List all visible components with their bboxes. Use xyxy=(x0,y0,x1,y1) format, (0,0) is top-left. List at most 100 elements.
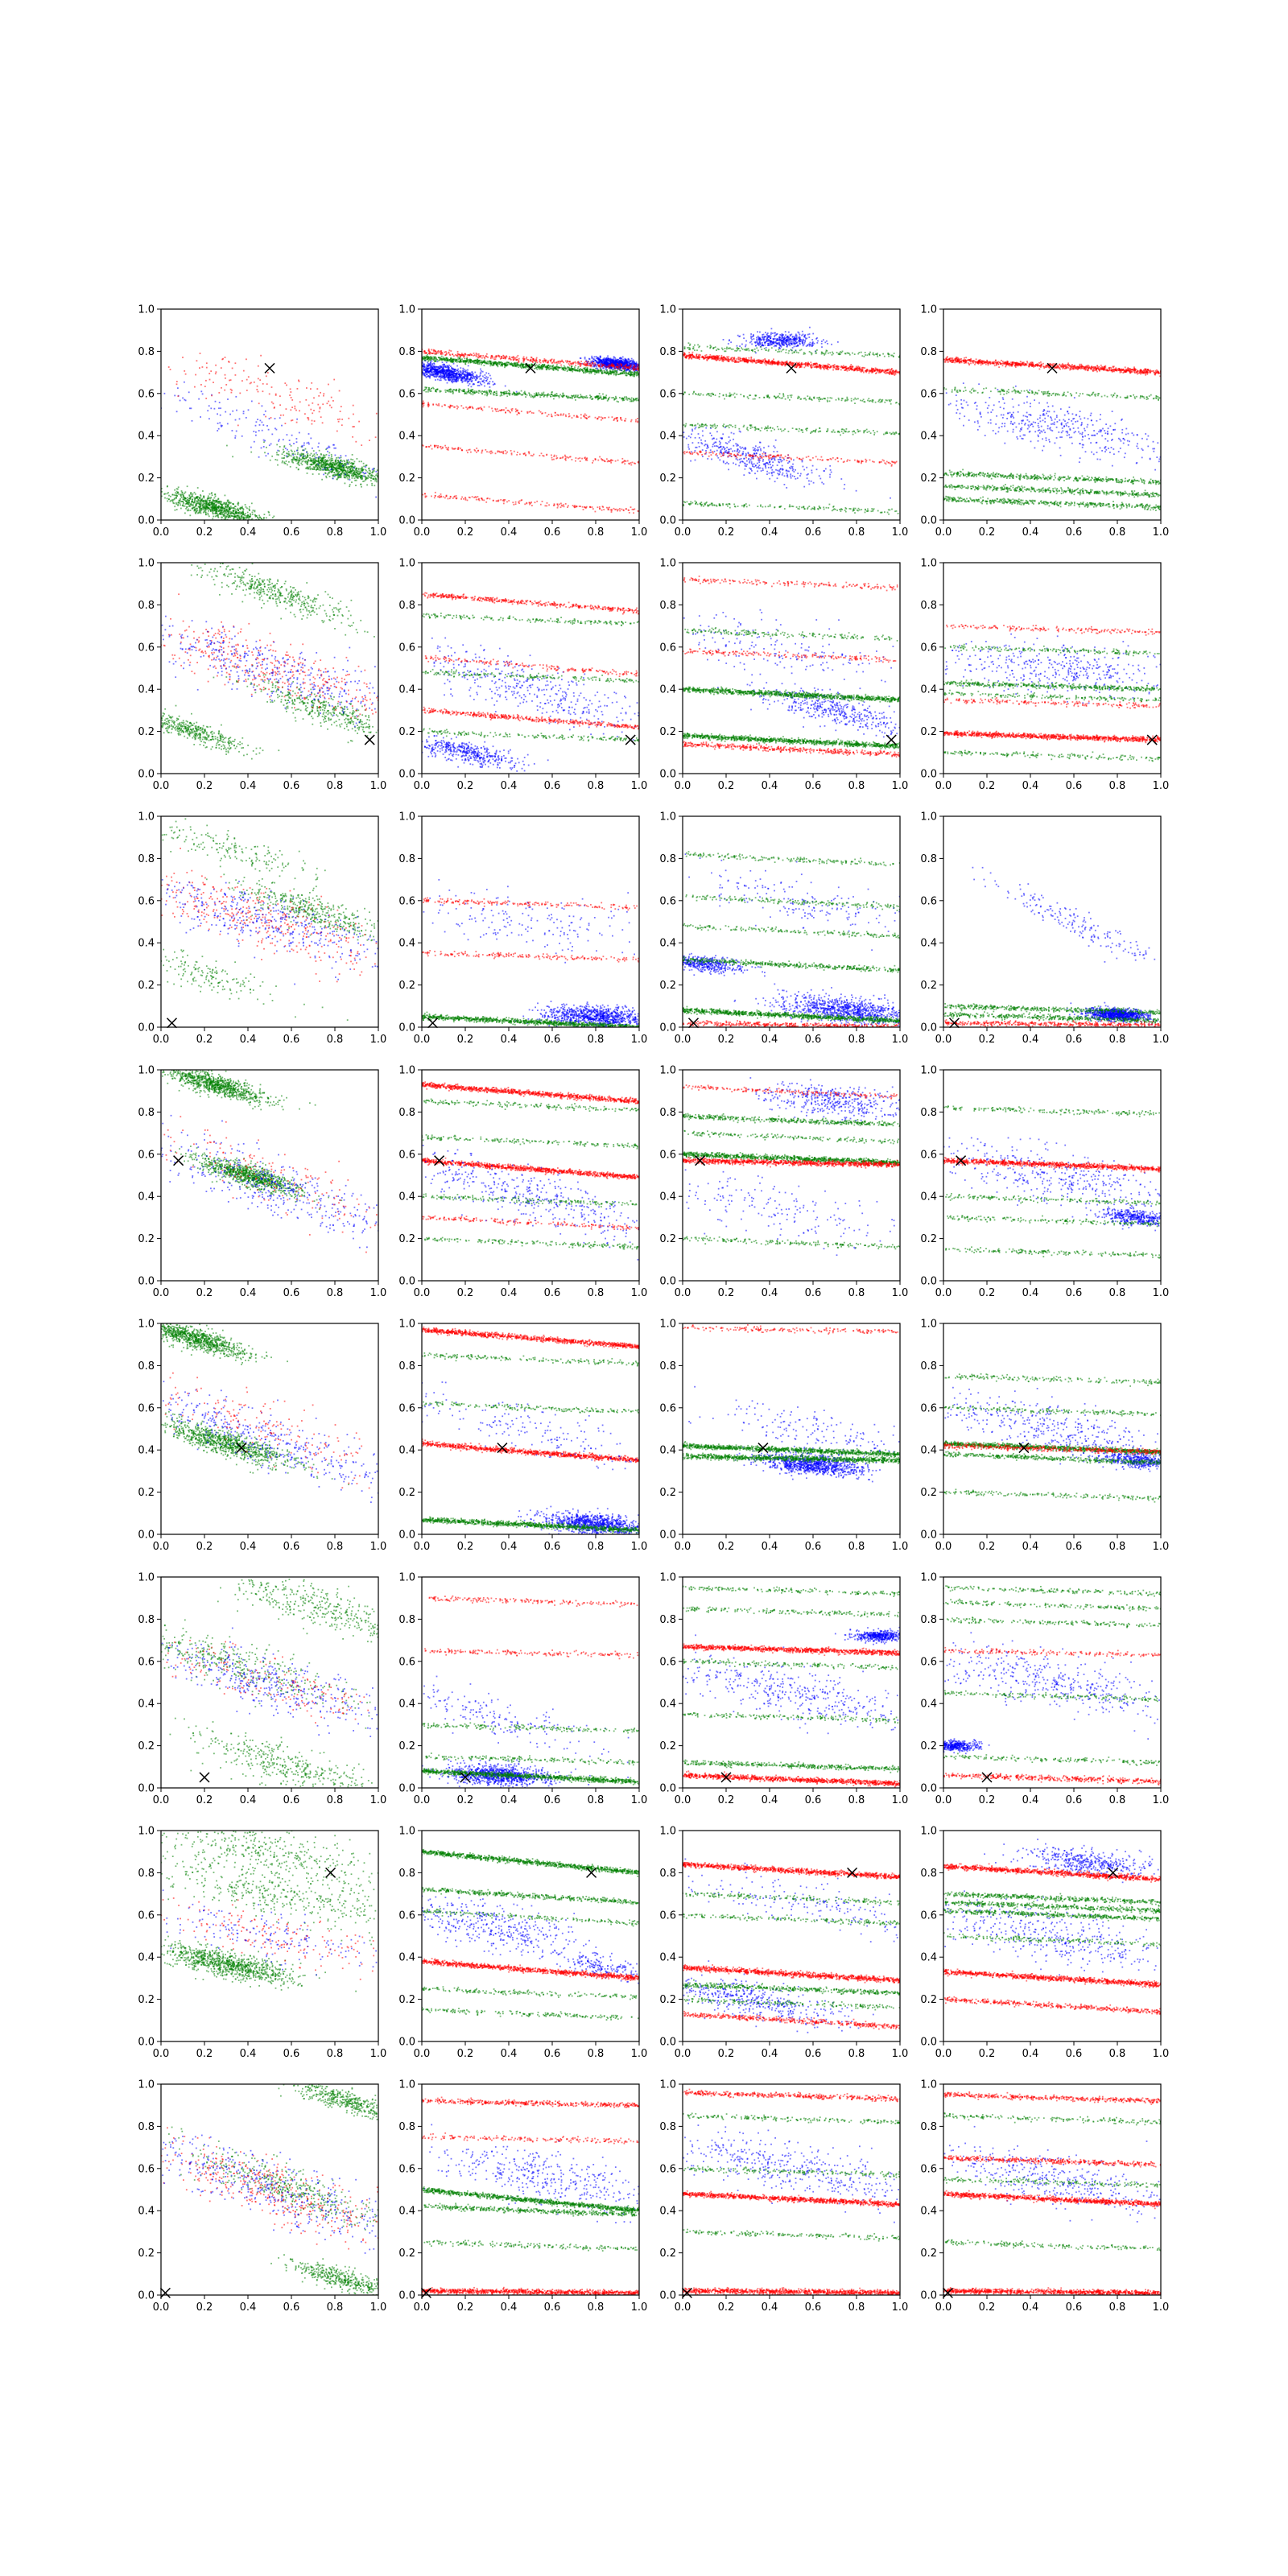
data-point xyxy=(330,466,332,468)
data-point xyxy=(200,503,202,505)
data-point xyxy=(551,368,552,369)
data-point xyxy=(335,455,336,456)
data-point xyxy=(289,440,291,441)
data-point xyxy=(627,361,629,363)
data-point xyxy=(595,368,597,369)
data-point xyxy=(609,369,611,371)
data-point xyxy=(188,506,190,507)
data-point xyxy=(260,355,262,357)
data-point xyxy=(441,377,443,378)
data-point xyxy=(464,360,465,361)
data-point xyxy=(246,390,248,391)
data-point xyxy=(229,507,231,509)
data-point xyxy=(325,473,327,474)
data-point xyxy=(225,510,227,512)
data-point xyxy=(535,365,536,367)
data-point xyxy=(288,451,290,452)
data-point xyxy=(357,473,358,474)
data-point xyxy=(252,518,254,520)
data-point xyxy=(348,479,349,481)
data-point xyxy=(481,370,482,372)
data-point xyxy=(332,462,334,464)
data-point xyxy=(320,392,321,394)
data-point xyxy=(440,376,442,378)
data-point xyxy=(205,514,207,515)
data-point xyxy=(457,379,459,381)
data-point xyxy=(302,449,303,451)
data-point xyxy=(303,444,305,446)
data-point xyxy=(606,362,608,364)
x-tick-label: 1.0 xyxy=(370,526,387,539)
data-point xyxy=(607,355,609,357)
data-point xyxy=(167,492,169,493)
data-point xyxy=(254,510,256,511)
data-point xyxy=(608,362,609,364)
data-point xyxy=(604,372,605,374)
data-point xyxy=(426,387,427,389)
data-point xyxy=(335,470,336,472)
data-point xyxy=(543,395,545,397)
data-point xyxy=(256,389,258,390)
data-point xyxy=(583,396,584,398)
data-point xyxy=(326,454,328,456)
data-point xyxy=(490,378,492,380)
data-point xyxy=(292,454,294,456)
data-point xyxy=(352,477,353,479)
data-point xyxy=(330,463,332,464)
data-point xyxy=(365,477,366,478)
data-point xyxy=(182,357,184,358)
data-point xyxy=(369,474,371,476)
data-point xyxy=(567,397,568,398)
data-point xyxy=(559,397,560,398)
data-point xyxy=(450,370,452,372)
data-point xyxy=(282,453,283,455)
data-point xyxy=(598,360,600,361)
data-point xyxy=(451,376,452,378)
data-point xyxy=(543,365,544,367)
data-point xyxy=(316,469,317,471)
data-point xyxy=(221,367,222,369)
data-point xyxy=(374,480,376,481)
data-point xyxy=(357,476,358,477)
data-point xyxy=(225,518,226,519)
data-point xyxy=(455,379,456,381)
data-point xyxy=(487,383,489,385)
data-point xyxy=(425,391,427,393)
data-point xyxy=(453,363,455,365)
data-point xyxy=(296,456,298,458)
data-point xyxy=(168,366,170,368)
data-point xyxy=(299,460,301,461)
data-point xyxy=(168,498,170,500)
data-point xyxy=(213,516,214,518)
data-point xyxy=(229,511,231,513)
data-point xyxy=(355,485,357,486)
data-point xyxy=(308,405,310,407)
data-point xyxy=(352,426,353,427)
data-point xyxy=(291,397,292,398)
data-point xyxy=(358,476,360,477)
data-point xyxy=(208,497,209,499)
data-point xyxy=(444,365,446,367)
data-point xyxy=(450,365,452,367)
data-point xyxy=(436,373,437,374)
data-point xyxy=(431,374,432,375)
data-point xyxy=(230,506,232,507)
data-point xyxy=(349,471,351,473)
data-point xyxy=(442,368,444,369)
point-layer xyxy=(421,349,640,514)
data-point xyxy=(362,481,364,482)
data-point xyxy=(264,452,266,453)
data-point xyxy=(485,376,487,378)
data-point xyxy=(488,363,489,365)
data-point xyxy=(562,368,564,369)
data-point xyxy=(302,464,303,465)
data-point xyxy=(479,385,481,386)
data-point xyxy=(368,475,369,477)
data-point xyxy=(308,419,309,421)
data-point xyxy=(545,365,547,367)
data-point xyxy=(461,382,463,383)
data-point xyxy=(440,391,441,393)
data-point xyxy=(233,518,234,519)
data-point xyxy=(200,505,201,506)
data-point xyxy=(599,393,601,394)
